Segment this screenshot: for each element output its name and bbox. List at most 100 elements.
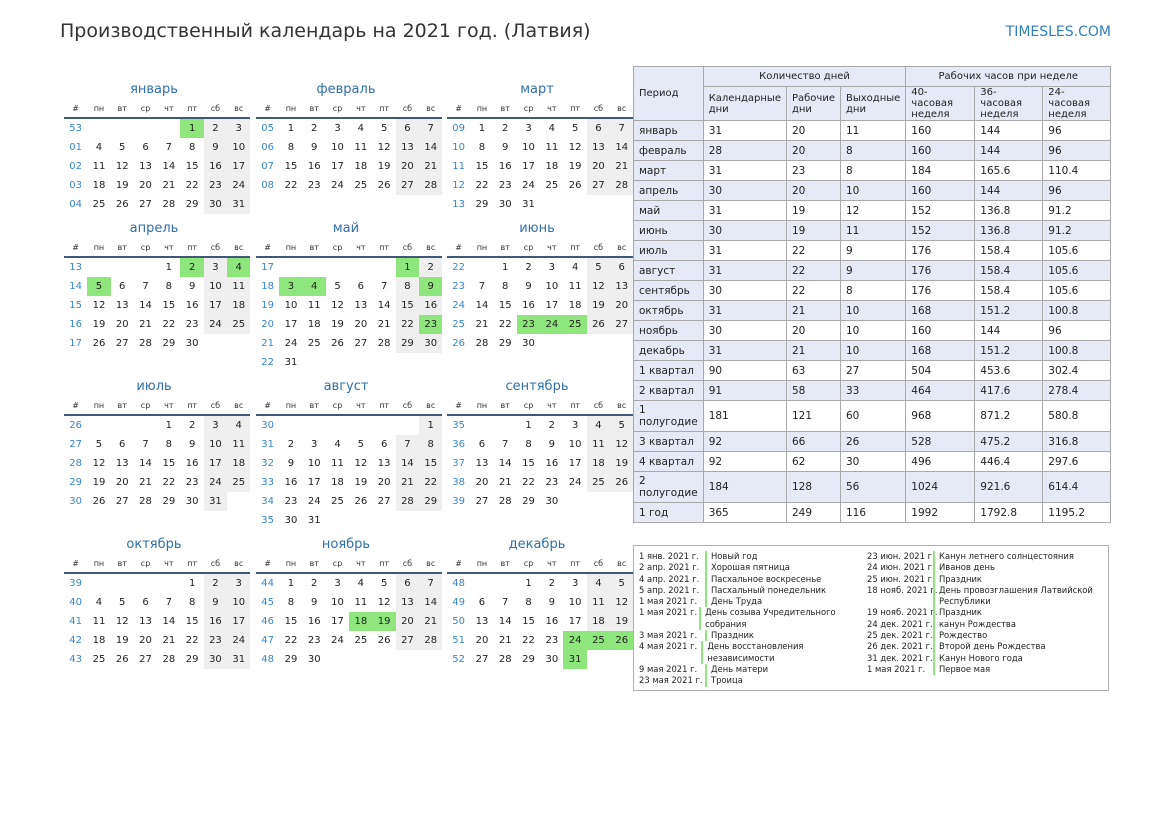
day-cell: 25 bbox=[563, 315, 587, 334]
weekday-header: # bbox=[64, 239, 88, 258]
value-cell: 21 bbox=[785, 340, 842, 361]
day-cell: 27 bbox=[475, 496, 489, 507]
col-off-days: Выходные дни bbox=[839, 86, 907, 121]
holiday-date: 31 дек. 2021 г. bbox=[867, 652, 933, 663]
weekday-header: пн bbox=[87, 100, 111, 119]
weekday-header: пт bbox=[180, 239, 204, 258]
day-cell: 7 bbox=[610, 119, 634, 138]
value-cell: 136.8 bbox=[974, 200, 1044, 221]
month-calendar: июль # пн вт ср чт пт сб вс 26 1 2 3 4 27 5 6 7 8 9 10 11 28 12… bbox=[64, 377, 251, 511]
holiday-entry: 9 мая 2021 г. День матери bbox=[639, 663, 864, 676]
summary-table: Период Количество дней Рабочих часов при… bbox=[633, 66, 1112, 523]
day-cell: 19 bbox=[610, 454, 634, 473]
day-cell: 30 bbox=[185, 496, 199, 507]
value-cell: 30 bbox=[702, 280, 787, 301]
day-cell: 9 bbox=[287, 458, 295, 469]
day-cell: 26 bbox=[586, 315, 611, 334]
day-cell: 27 bbox=[475, 654, 489, 665]
week-number: 15 bbox=[69, 300, 83, 311]
day-cell bbox=[87, 119, 110, 138]
day-cell: 27 bbox=[115, 496, 129, 507]
value-cell: 475.2 bbox=[974, 431, 1044, 452]
week-number: 25 bbox=[452, 319, 466, 330]
day-cell: 14 bbox=[419, 138, 443, 157]
value-cell: 96 bbox=[1042, 140, 1112, 161]
value-cell: 417.6 bbox=[974, 380, 1044, 401]
value-cell: 11 bbox=[839, 120, 907, 141]
weekday-header: # bbox=[64, 397, 88, 416]
day-cell: 8 bbox=[165, 439, 173, 450]
value-cell: 168 bbox=[905, 340, 976, 361]
value-cell: 1992 bbox=[905, 502, 976, 523]
day-cell: 25 bbox=[92, 199, 106, 210]
day-cell: 29 bbox=[475, 199, 489, 210]
day-cell: 1 bbox=[180, 119, 204, 138]
day-cell bbox=[349, 353, 372, 372]
value-cell: 144 bbox=[974, 140, 1044, 161]
summary-row: 2 полугодие 184 128 56 1024 921.6 614.4 bbox=[633, 471, 1112, 503]
day-cell: 16 bbox=[284, 477, 298, 488]
day-cell: 26 bbox=[610, 473, 634, 492]
day-cell bbox=[563, 334, 586, 353]
day-cell: 6 bbox=[395, 119, 420, 138]
day-cell: 15 bbox=[522, 458, 535, 469]
value-cell: 181 bbox=[702, 400, 787, 432]
day-cell: 28 bbox=[139, 496, 152, 507]
day-cell: 29 bbox=[185, 199, 199, 210]
day-cell: 30 bbox=[185, 338, 199, 349]
value-cell: 8 bbox=[839, 140, 907, 161]
day-cell: 4 bbox=[95, 142, 103, 153]
day-cell: 27 bbox=[586, 176, 611, 195]
day-cell: 22 bbox=[162, 319, 176, 330]
day-cell: 4 bbox=[227, 416, 251, 435]
day-cell: 21 bbox=[419, 612, 443, 631]
weekday-header: сб bbox=[203, 397, 228, 416]
holiday-name: канун Рождества bbox=[933, 618, 1016, 631]
site-brand-link[interactable]: TIMESLES.COM bbox=[1005, 24, 1111, 40]
period-cell: ноябрь bbox=[633, 320, 704, 341]
value-cell: 10 bbox=[839, 300, 907, 321]
value-cell: 31 bbox=[702, 300, 787, 321]
week-number: 48 bbox=[261, 654, 275, 665]
day-cell: 17 bbox=[203, 296, 228, 315]
weekday-header: вт bbox=[110, 397, 134, 416]
day-cell: 30 bbox=[545, 654, 559, 665]
value-cell: 27 bbox=[839, 360, 907, 381]
day-cell bbox=[396, 650, 419, 669]
day-cell: 18 bbox=[349, 612, 373, 631]
holiday-name: День восстановления независимости bbox=[701, 641, 864, 664]
day-cell bbox=[87, 416, 110, 435]
day-cell bbox=[157, 574, 180, 593]
day-cell: 12 bbox=[92, 458, 106, 469]
day-cell: 14 bbox=[139, 300, 152, 311]
week-number: 17 bbox=[69, 338, 83, 349]
day-cell: 26 bbox=[354, 496, 368, 507]
value-cell: 504 bbox=[905, 360, 976, 381]
weekday-header: чт bbox=[349, 100, 373, 119]
day-cell: 15 bbox=[395, 296, 420, 315]
month-calendar: июнь # пн вт ср чт пт сб вс 22 1 2 3 4 5 6 23 7 8 9 10 11 12 13… bbox=[447, 219, 634, 353]
weekday-header: вт bbox=[110, 555, 134, 574]
day-cell: 19 bbox=[92, 319, 106, 330]
weekday-header: чт bbox=[157, 397, 181, 416]
weekday-header: вс bbox=[227, 100, 251, 119]
day-cell bbox=[540, 195, 563, 214]
weekday-header: сб bbox=[586, 239, 611, 258]
weekday-header: пн bbox=[279, 397, 303, 416]
day-cell: 29 bbox=[162, 338, 176, 349]
day-cell: 11 bbox=[331, 458, 344, 469]
weekday-header: пт bbox=[563, 100, 587, 119]
holiday-entry: 18 нояб. 2021 г. День провозглашения Латв… bbox=[867, 584, 1107, 608]
day-cell: 14 bbox=[162, 161, 176, 172]
period-cell: апрель bbox=[633, 180, 704, 201]
holiday-entry: 1 мая 2021 г. День Труда bbox=[639, 596, 864, 608]
day-cell: 27 bbox=[139, 654, 152, 665]
week-number: 29 bbox=[69, 477, 83, 488]
weekday-header: вс bbox=[227, 555, 251, 574]
month-grid: # пн вт ср чт пт сб вс 53 1 2 3 01 4 5 6 7 8 9 10 02 11 12 13 14… bbox=[64, 100, 251, 214]
day-cell: 16 bbox=[185, 458, 199, 469]
day-cell: 19 bbox=[354, 477, 368, 488]
week-number: 35 bbox=[261, 515, 275, 526]
day-cell: 29 bbox=[419, 492, 443, 511]
month-name: август bbox=[323, 379, 369, 394]
